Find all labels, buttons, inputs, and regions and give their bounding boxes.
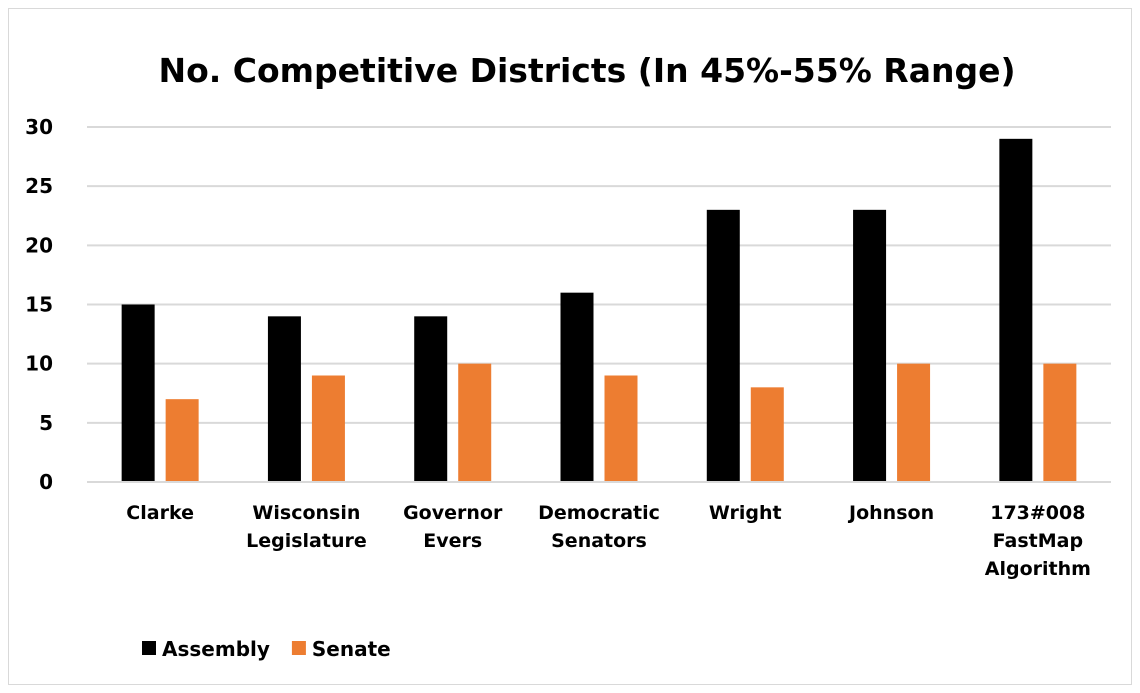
x-category-label-line: Senators <box>551 530 647 552</box>
x-category-label-line: Governor <box>403 502 503 524</box>
x-category-label-line: Legislature <box>246 530 367 552</box>
x-category-label-line: Wright <box>709 502 782 524</box>
bar-senate <box>311 375 345 482</box>
y-tick-label: 20 <box>25 233 53 257</box>
bar-senate <box>897 363 931 482</box>
x-category-label: Democratic Senators <box>538 502 660 552</box>
y-tick-label: 30 <box>25 115 53 139</box>
x-category-label-line: Wisconsin <box>252 502 360 524</box>
x-category-label-line: Johnson <box>847 502 934 524</box>
bar-assembly <box>267 316 301 482</box>
x-category-label-line: Evers <box>423 530 482 552</box>
legend-label-assembly: Assembly <box>162 637 270 661</box>
legend: Assembly Senate <box>142 637 391 661</box>
y-tick-label: 0 <box>39 470 53 494</box>
y-tick-label: 25 <box>25 174 53 198</box>
bar-senate <box>165 399 199 482</box>
legend-label-senate: Senate <box>312 637 391 661</box>
legend-swatch-senate <box>291 641 306 655</box>
x-category-label: Clarke <box>126 502 194 524</box>
x-category-label: Johnson <box>847 502 934 524</box>
chart-frame: No. Competitive Districts (In 45%-55% Ra… <box>8 8 1132 685</box>
bar-senate <box>458 363 492 482</box>
bar-senate <box>1043 363 1077 482</box>
bar-assembly <box>853 209 887 483</box>
x-category-label: Governor Evers <box>403 502 503 552</box>
bar-assembly <box>121 304 155 482</box>
bars <box>121 138 1077 483</box>
bar-assembly <box>560 292 594 482</box>
x-category-label-line: Democratic <box>538 502 660 524</box>
y-axis-ticks: 0 5 10 15 20 25 30 <box>25 115 53 494</box>
x-category-label-line: Clarke <box>126 502 194 524</box>
legend-swatch-assembly <box>142 641 156 655</box>
bar-senate <box>604 375 638 482</box>
x-category-label: Wright <box>709 502 782 524</box>
x-category-label: Wisconsin Legislature <box>246 502 367 552</box>
y-tick-label: 15 <box>25 293 53 317</box>
x-category-label-line: FastMap <box>993 530 1083 552</box>
bar-assembly <box>999 138 1033 483</box>
chart-title: No. Competitive Districts (In 45%-55% Ra… <box>158 51 1015 90</box>
y-tick-label: 10 <box>25 352 53 376</box>
bar-assembly <box>414 316 448 482</box>
gridlines <box>87 126 1111 424</box>
y-tick-label: 5 <box>39 411 53 435</box>
x-category-label: 173#008 FastMap Algorithm <box>985 502 1091 580</box>
bar-chart: No. Competitive Districts (In 45%-55% Ra… <box>25 51 1111 661</box>
x-category-label-line: Algorithm <box>985 558 1091 580</box>
bar-senate <box>750 387 784 482</box>
bar-assembly <box>706 209 740 483</box>
x-category-label-line: 173#008 <box>990 502 1085 524</box>
x-axis-categories: Clarke Wisconsin Legislature Governor Evers D… <box>126 502 1091 580</box>
